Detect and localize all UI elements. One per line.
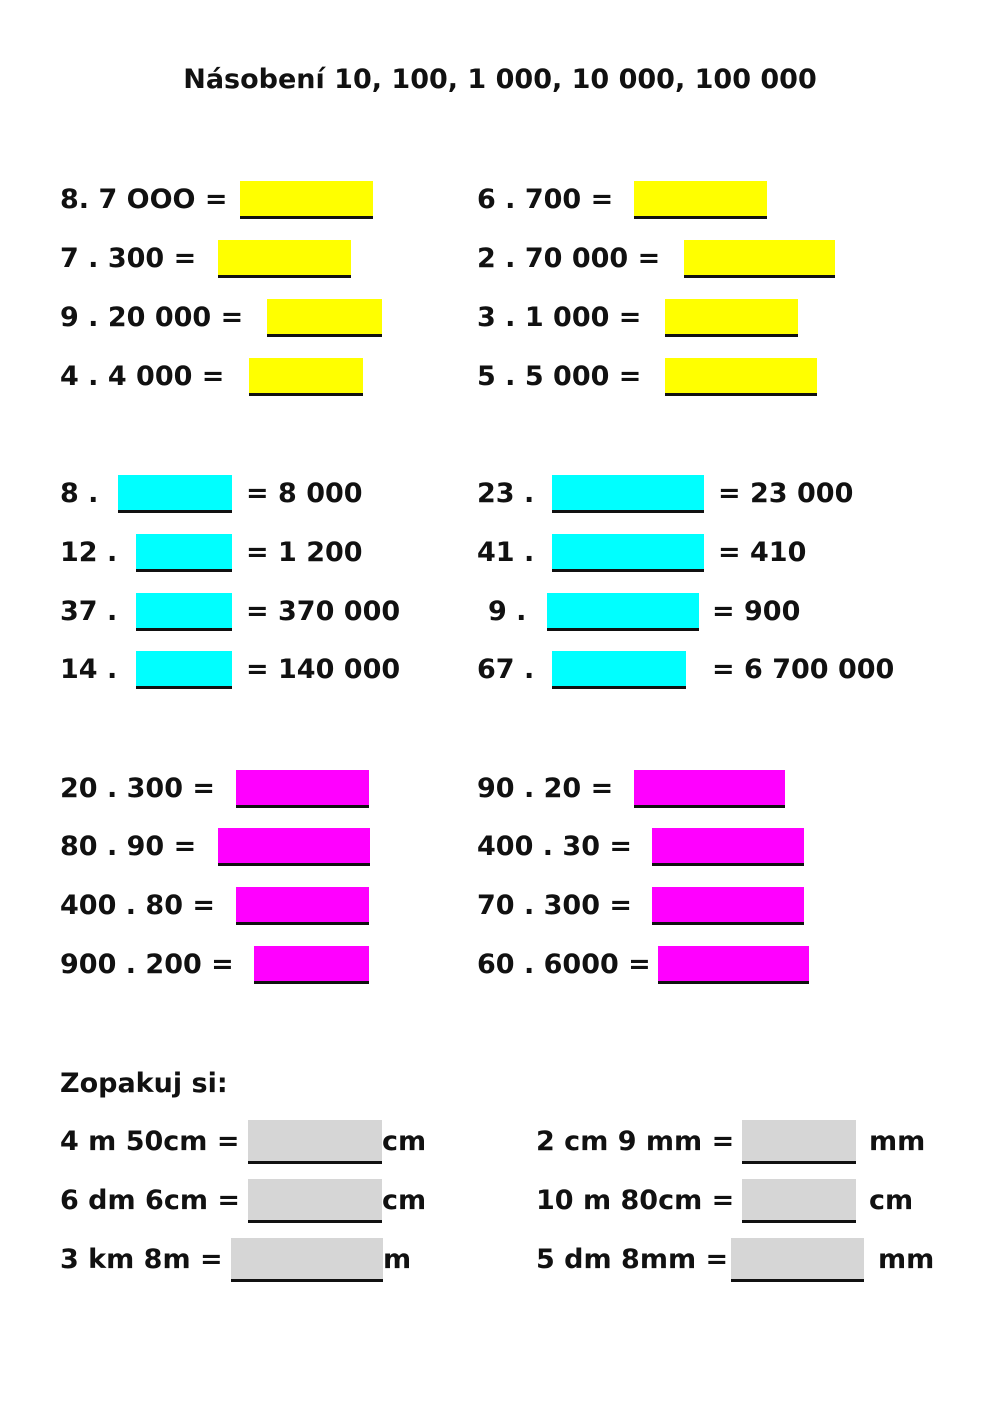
- exercise-suffix: mm: [878, 1244, 935, 1275]
- exercise-prompt: 10 m 80cm =: [536, 1185, 735, 1216]
- answer-input[interactable]: [742, 1179, 856, 1223]
- exercise-prompt: 90 . 20 =: [477, 773, 614, 804]
- exercise-prompt: 400 . 30 =: [477, 831, 633, 862]
- exercise-prompt: 41 .: [477, 537, 535, 568]
- answer-input[interactable]: [731, 1238, 864, 1282]
- answer-input[interactable]: [248, 1179, 382, 1223]
- answer-input[interactable]: [218, 828, 370, 866]
- exercise-prompt: 8. 7 OOO =: [60, 184, 228, 215]
- answer-input[interactable]: [665, 358, 817, 396]
- answer-input[interactable]: [136, 651, 232, 689]
- exercise-suffix: cm: [382, 1185, 427, 1216]
- exercise-suffix: = 6 700 000: [712, 654, 895, 685]
- answer-input[interactable]: [267, 299, 382, 337]
- exercise-suffix: = 8 000: [246, 478, 363, 509]
- exercise-prompt: 400 . 80 =: [60, 890, 216, 921]
- answer-input[interactable]: [634, 770, 785, 808]
- answer-input[interactable]: [136, 534, 232, 572]
- answer-input[interactable]: [547, 593, 699, 631]
- answer-input[interactable]: [552, 475, 704, 513]
- exercise-prompt: 37 .: [60, 596, 118, 627]
- exercise-prompt: 67 .: [477, 654, 535, 685]
- page-title: Násobení 10, 100, 1 000, 10 000, 100 000: [183, 64, 817, 95]
- exercise-suffix: = 410: [718, 537, 807, 568]
- answer-input[interactable]: [118, 475, 232, 513]
- exercise-prompt: 5 . 5 000 =: [477, 361, 642, 392]
- answer-input[interactable]: [652, 887, 804, 925]
- answer-input[interactable]: [634, 181, 767, 219]
- exercise-prompt: 6 . 700 =: [477, 184, 614, 215]
- answer-input[interactable]: [658, 946, 809, 984]
- answer-input[interactable]: [552, 651, 686, 689]
- answer-input[interactable]: [218, 240, 351, 278]
- answer-input[interactable]: [552, 534, 704, 572]
- answer-input[interactable]: [684, 240, 835, 278]
- exercise-suffix: cm: [382, 1126, 427, 1157]
- exercise-prompt: 20 . 300 =: [60, 773, 216, 804]
- exercise-suffix: = 900: [712, 596, 801, 627]
- answer-input[interactable]: [254, 946, 369, 984]
- answer-input[interactable]: [236, 770, 369, 808]
- exercise-prompt: 3 km 8m =: [60, 1244, 223, 1275]
- answer-input[interactable]: [742, 1120, 856, 1164]
- exercise-suffix: cm: [869, 1185, 914, 1216]
- answer-input[interactable]: [652, 828, 804, 866]
- exercise-prompt: 3 . 1 000 =: [477, 302, 642, 333]
- exercise-suffix: = 370 000: [246, 596, 401, 627]
- exercise-prompt: 23 .: [477, 478, 535, 509]
- exercise-prompt: 80 . 90 =: [60, 831, 197, 862]
- exercise-prompt: 4 . 4 000 =: [60, 361, 225, 392]
- exercise-suffix: = 140 000: [246, 654, 401, 685]
- answer-input[interactable]: [136, 593, 232, 631]
- review-heading: Zopakuj si:: [60, 1068, 228, 1099]
- answer-input[interactable]: [665, 299, 798, 337]
- exercise-prompt: 7 . 300 =: [60, 243, 197, 274]
- exercise-prompt: 5 dm 8mm =: [536, 1244, 729, 1275]
- answer-input[interactable]: [240, 181, 373, 219]
- answer-input[interactable]: [249, 358, 363, 396]
- exercise-prompt: 8 .: [60, 478, 99, 509]
- exercise-prompt: 12 .: [60, 537, 118, 568]
- exercise-prompt: 4 m 50cm =: [60, 1126, 240, 1157]
- exercise-prompt: 14 .: [60, 654, 118, 685]
- exercise-prompt: 2 . 70 000 =: [477, 243, 661, 274]
- exercise-suffix: = 23 000: [718, 478, 854, 509]
- exercise-prompt: 9 .: [488, 596, 527, 627]
- exercise-suffix: m: [383, 1244, 412, 1275]
- exercise-prompt: 60 . 6000 =: [477, 949, 651, 980]
- exercise-suffix: = 1 200: [246, 537, 363, 568]
- answer-input[interactable]: [236, 887, 369, 925]
- exercise-suffix: mm: [869, 1126, 926, 1157]
- answer-input[interactable]: [248, 1120, 382, 1164]
- exercise-prompt: 2 cm 9 mm =: [536, 1126, 735, 1157]
- exercise-prompt: 6 dm 6cm =: [60, 1185, 240, 1216]
- exercise-prompt: 900 . 200 =: [60, 949, 234, 980]
- exercise-prompt: 70 . 300 =: [477, 890, 633, 921]
- exercise-prompt: 9 . 20 000 =: [60, 302, 244, 333]
- answer-input[interactable]: [231, 1238, 383, 1282]
